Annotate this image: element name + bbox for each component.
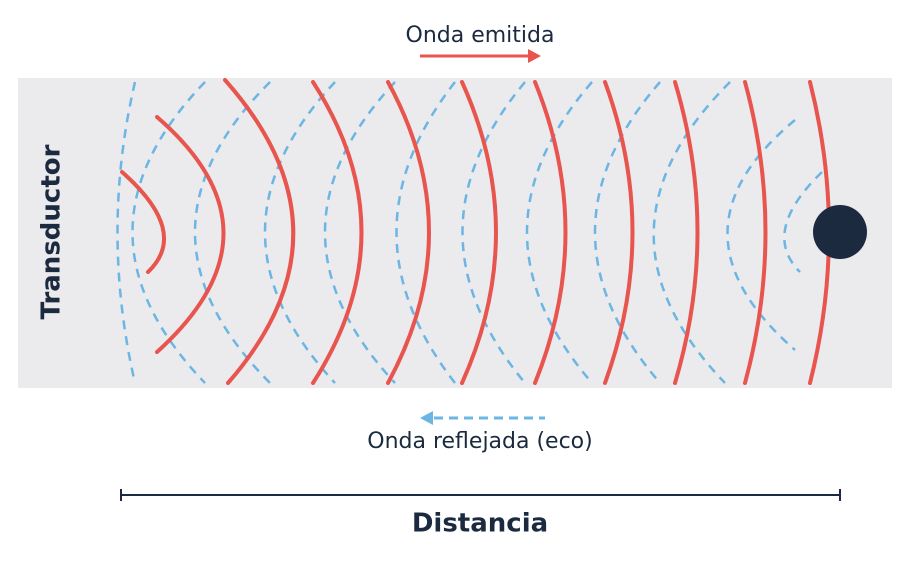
distance-line [120, 489, 841, 501]
reflected-label: Onda reflejada (eco) [367, 429, 592, 454]
target-object [813, 205, 867, 259]
reflected-arrow [420, 411, 545, 425]
reflected-waves [116, 81, 823, 384]
emitted-arrow [420, 49, 541, 63]
medium-area [18, 78, 892, 388]
distance-label: Distancia [412, 509, 548, 539]
emitted-label: Onda emitida [406, 23, 555, 48]
emitted-waves [120, 78, 831, 385]
transducer-label: Transductor [37, 144, 67, 319]
